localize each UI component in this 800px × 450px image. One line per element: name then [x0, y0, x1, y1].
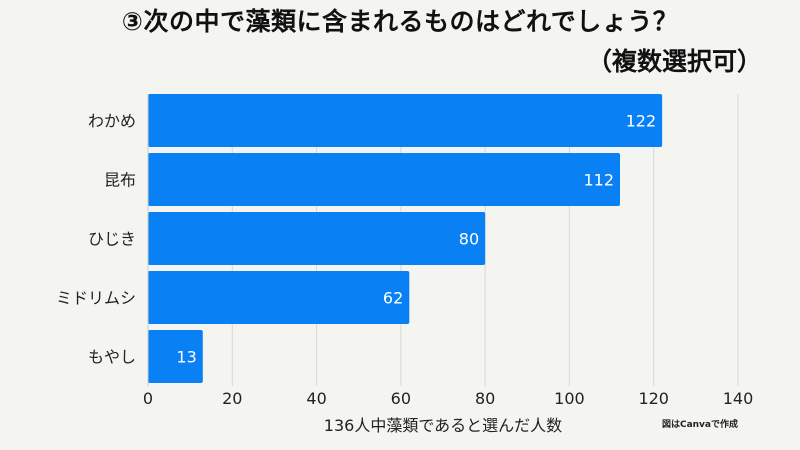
x-tick-label: 100 — [554, 389, 585, 408]
bar-value-label: 80 — [459, 230, 479, 249]
bar-value-label: 112 — [583, 171, 614, 190]
y-category-label: ひじき — [88, 230, 136, 249]
bar — [148, 271, 410, 324]
x-tick-label: 60 — [391, 389, 411, 408]
x-tick-label: 120 — [638, 389, 669, 408]
x-tick-label: 140 — [723, 389, 754, 408]
chart-title: ③次の中で藻類に含まれるものはどれでしょう？ — [121, 7, 679, 36]
bar-value-label: 13 — [176, 348, 196, 367]
bar-value-label: 62 — [383, 289, 403, 308]
bar — [148, 94, 663, 147]
credit-note: 図はCanvaで作成 — [661, 420, 738, 430]
bar — [148, 212, 486, 265]
chart-subtitle: （複数選択可） — [586, 47, 762, 76]
bar-value-label: 122 — [626, 112, 657, 131]
y-category-label: もやし — [88, 348, 136, 367]
x-tick-label: 40 — [306, 389, 326, 408]
y-category-label: わかめ — [88, 112, 136, 131]
x-tick-label: 0 — [143, 389, 153, 408]
bar — [148, 153, 620, 206]
x-tick-label: 80 — [475, 389, 495, 408]
x-axis-label: 136人中藻類であると選んだ人数 — [323, 416, 563, 435]
y-category-label: ミドリムシ — [56, 289, 136, 308]
y-category-label: 昆布 — [104, 171, 136, 190]
x-tick-label: 20 — [222, 389, 242, 408]
bar — [148, 330, 203, 383]
